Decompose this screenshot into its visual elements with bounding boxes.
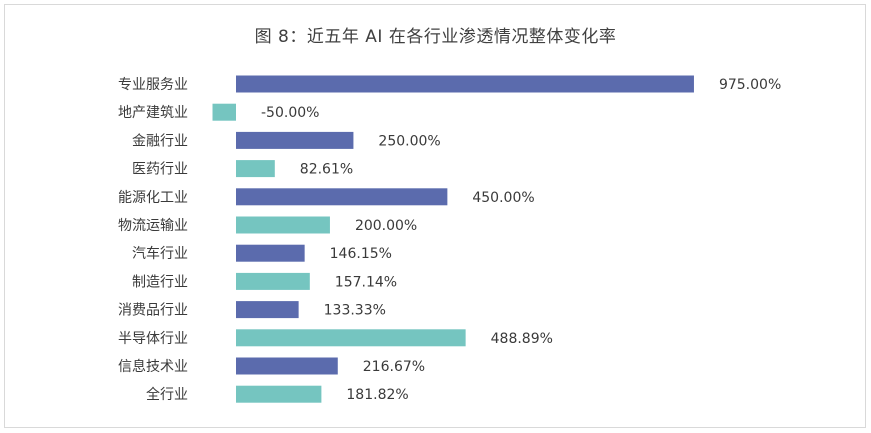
- category-label: 消费品行业: [118, 303, 188, 319]
- bar: [236, 75, 694, 93]
- bar: [236, 131, 354, 149]
- data-label: 450.00%: [472, 190, 534, 206]
- chart-frame: [4, 4, 866, 428]
- category-label: 能源化工业: [118, 190, 188, 206]
- data-label: 181.82%: [346, 387, 408, 403]
- data-label: 146.15%: [330, 246, 392, 262]
- category-label: 金融行业: [132, 133, 188, 149]
- bar: [236, 160, 275, 178]
- bar: [236, 244, 305, 262]
- bar: [236, 301, 299, 319]
- data-label: 133.33%: [324, 303, 386, 319]
- data-label: 82.61%: [300, 162, 353, 178]
- data-label: 216.67%: [363, 359, 425, 375]
- bar: [236, 385, 322, 403]
- category-label: 物流运输业: [118, 218, 188, 234]
- category-label: 制造行业: [132, 274, 188, 290]
- bar: [236, 329, 466, 347]
- data-label: 975.00%: [719, 77, 781, 93]
- chart-title: 图 8：近五年 AI 在各行业渗透情况整体变化率: [254, 27, 617, 47]
- category-label: 专业服务业: [118, 77, 188, 93]
- bar: [236, 357, 338, 375]
- category-label: 信息技术业: [118, 358, 188, 375]
- data-label: 250.00%: [378, 133, 440, 149]
- bar: [212, 103, 236, 121]
- category-label: 汽车行业: [132, 245, 188, 262]
- category-label: 半导体行业: [118, 331, 188, 347]
- category-label: 全行业: [146, 386, 188, 403]
- category-label: 地产建筑业: [118, 105, 188, 121]
- data-label: 200.00%: [355, 218, 417, 234]
- data-label: -50.00%: [261, 105, 319, 121]
- category-label: 医药行业: [132, 162, 188, 178]
- bar: [236, 188, 448, 206]
- bar: [236, 216, 330, 234]
- bar: [236, 272, 310, 290]
- data-label: 488.89%: [491, 331, 553, 347]
- data-label: 157.14%: [335, 274, 397, 290]
